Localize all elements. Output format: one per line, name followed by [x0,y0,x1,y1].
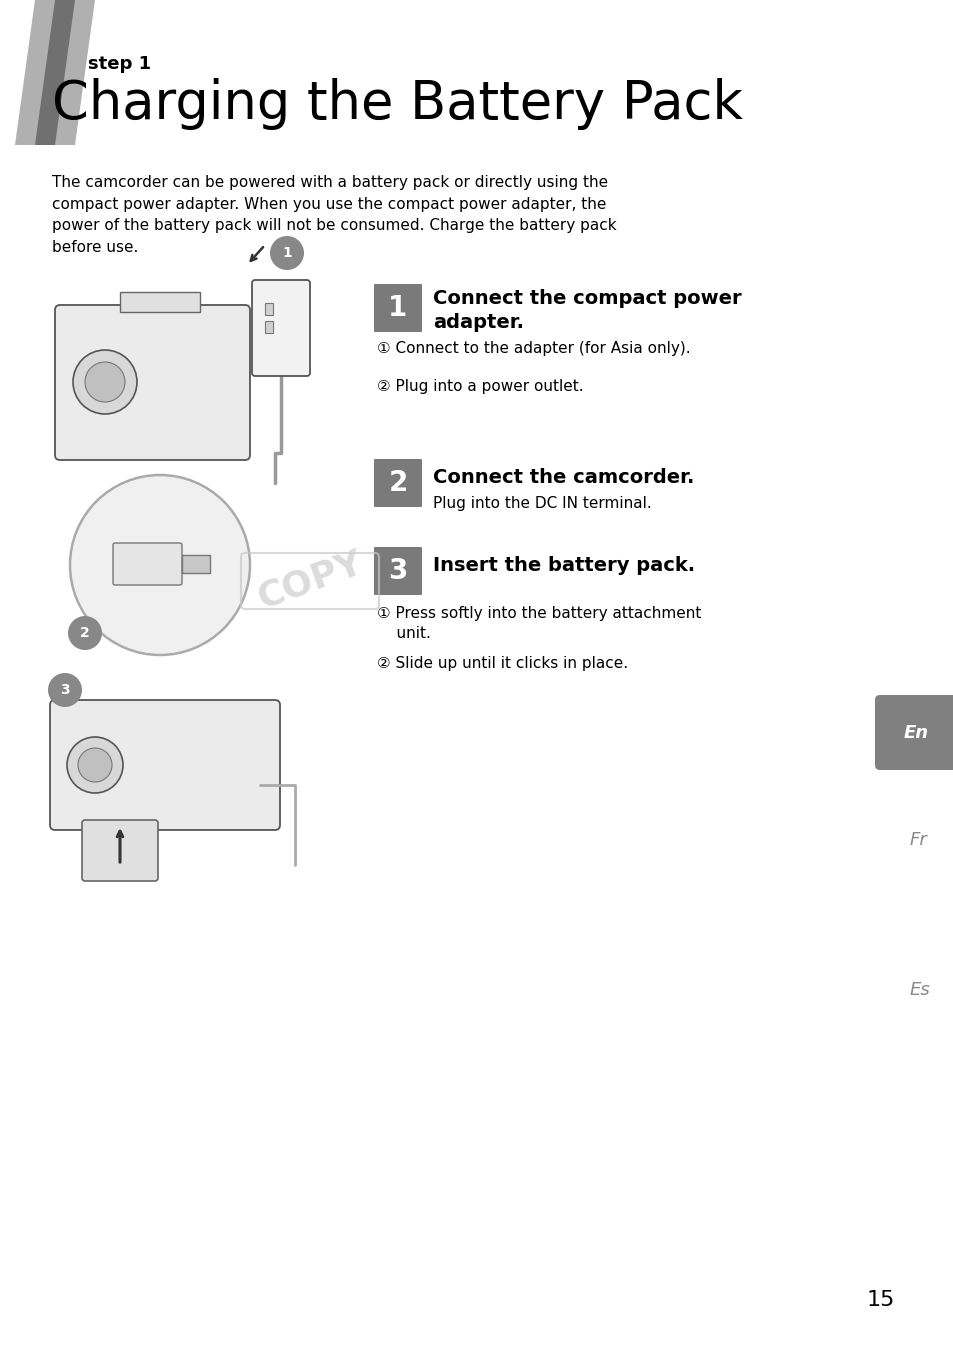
Text: 3: 3 [60,683,70,697]
Text: Connect the compact power
adapter.: Connect the compact power adapter. [433,289,740,331]
Circle shape [270,235,304,270]
FancyBboxPatch shape [112,543,182,585]
Bar [120,292,200,312]
Text: ① Press softly into the battery attachment
    unit.: ① Press softly into the battery attachme… [376,607,700,640]
Bar [182,555,210,573]
Text: Plug into the DC IN terminal.: Plug into the DC IN terminal. [433,496,651,511]
Text: step 1: step 1 [88,55,151,73]
Text: 1: 1 [282,246,292,260]
FancyBboxPatch shape [374,547,421,594]
Circle shape [85,362,125,402]
Text: The camcorder can be powered with a battery pack or directly using the
compact p: The camcorder can be powered with a batt… [52,175,616,254]
FancyBboxPatch shape [82,820,158,881]
Circle shape [68,616,102,650]
FancyBboxPatch shape [50,699,280,830]
Text: 3: 3 [388,557,407,585]
Text: 1: 1 [388,295,407,321]
Polygon shape [35,0,75,145]
Text: ② Slide up until it clicks in place.: ② Slide up until it clicks in place. [376,656,627,671]
Text: ① Connect to the adapter (for Asia only).: ① Connect to the adapter (for Asia only)… [376,342,690,356]
Text: ② Plug into a power outlet.: ② Plug into a power outlet. [376,379,583,394]
Circle shape [67,737,123,794]
Text: Charging the Battery Pack: Charging the Battery Pack [52,78,742,130]
Circle shape [73,350,137,414]
FancyBboxPatch shape [374,284,421,332]
Text: 2: 2 [80,625,90,640]
FancyBboxPatch shape [374,459,421,507]
Text: 15: 15 [865,1290,894,1310]
Circle shape [78,748,112,781]
Polygon shape [15,0,95,145]
Bar [265,303,273,315]
Text: Insert the battery pack.: Insert the battery pack. [433,555,695,576]
Text: COPY: COPY [253,545,367,615]
Circle shape [70,475,250,655]
Text: Es: Es [909,981,930,999]
FancyBboxPatch shape [874,695,953,769]
Bar [265,321,273,334]
Text: 2: 2 [388,469,407,498]
FancyBboxPatch shape [55,305,250,460]
FancyBboxPatch shape [252,280,310,377]
Text: En: En [903,724,928,741]
Text: Connect the camcorder.: Connect the camcorder. [433,468,694,487]
Circle shape [48,672,82,707]
Text: Fr: Fr [909,831,926,849]
